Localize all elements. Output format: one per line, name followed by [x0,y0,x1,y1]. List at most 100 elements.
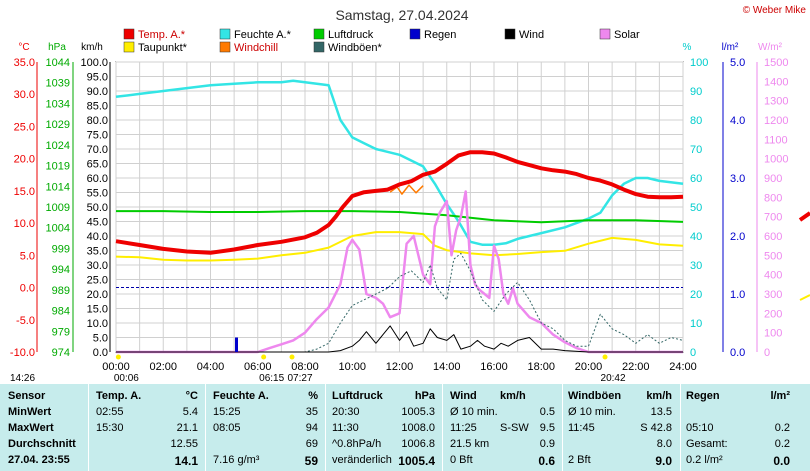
tick-temp: 0.0 [20,283,35,295]
cell-temp-time: 15:30 [96,422,124,434]
chart-grid: 00:00 02:00 04:00 06:00 08:00 10:00 12:00 14:00… [102,61,697,373]
tick-temp: 20.0 [14,154,35,166]
sun-marker [289,354,295,360]
tick-speed: 100.0 [80,57,108,69]
cell-press-time: Luftdruck [332,390,383,402]
tick-temp: -10.0 [10,347,35,359]
x-tick-label: 14:00 [433,361,461,373]
series-windb-en [116,252,684,353]
cell-gust-time: Ø 10 min. [568,406,616,418]
tick-temp: 30.0 [14,89,35,101]
tick-speed: 70.0 [87,144,108,156]
x-tick-label: 10:00 [338,361,366,373]
cell-hum-time: 15:25 [213,406,241,418]
axis-label-press: hPa [48,42,66,53]
chart-legend: Temp. A.* Feuchte A.* Luftdruck Regen Wind So… [123,28,640,54]
tick-speed: 40.0 [87,231,108,243]
cell-press-value: 1006.8 [401,438,435,450]
legend-swatch-rain [409,28,421,40]
tick-speed: 65.0 [87,159,108,171]
cell-gust-time: Windböen [568,390,622,402]
sun-time-label: 20:42 [601,373,626,384]
cell-hum-value: 94 [305,422,318,434]
tick-solar: 800 [764,192,782,204]
tick-solar: 1100 [764,134,788,146]
tick-press: 989 [52,285,70,297]
x-tick-label: 06:00 [244,361,272,373]
legend-swatch-pressure [313,28,325,40]
tick-solar: 300 [764,289,782,301]
tick-temp: 35.0 [14,57,35,69]
tick-rain: 2.0 [730,231,745,243]
sun-marker [261,354,267,360]
tick-press: 1034 [46,98,70,110]
cell-rain-value: l/m² [770,390,790,402]
cell-rain-time: 0.2 l/m² [686,454,723,466]
tick-temp: 25.0 [14,121,35,133]
tick-solar: 1400 [764,76,788,88]
legend-label-windchill: Windchill [234,42,278,54]
table-row-label: 27.04. 23:55 [8,454,70,466]
legend-swatch-humidity [219,28,231,40]
cell-press-time: 11:30 [332,422,359,434]
cell-gust-time: 2 Bft [568,454,591,466]
tick-hum: 20 [690,289,702,301]
tick-speed: 60.0 [87,173,108,185]
tick-press: 1004 [46,223,70,235]
x-tick-label: 18:00 [527,361,555,373]
cell-hum-value: 69 [305,438,318,450]
cell-wind-value: 0.9 [539,438,555,450]
tick-hum: 30 [690,260,702,272]
tick-hum: 40 [690,231,702,243]
tick-press: 1009 [46,202,70,214]
tick-speed: 80.0 [87,115,108,127]
tick-hum: 60 [690,173,702,185]
summary-table: Sensor Temp. A. °C Feuchte A.% Luftdruck hPa W… [0,384,810,471]
tick-speed: 20.0 [87,289,108,301]
sun-marker [602,354,608,360]
tick-solar: 1200 [764,115,788,127]
axis-label-temp: °C [18,42,29,53]
tick-press: 1024 [46,140,70,152]
tick-hum: 90 [690,86,702,98]
tick-speed: 45.0 [87,217,108,229]
x-tick-label: 22:00 [622,361,650,373]
table-separator [205,384,206,471]
cell-hum-time: Feuchte A. [213,390,269,402]
chart-series [115,79,684,354]
tick-speed: 30.0 [87,260,108,272]
cell-wind-time: 21.5 km [450,438,490,450]
cell-gust-value: km/h [646,390,672,402]
cell-temp-value: 14.1 [174,454,198,468]
tick-solar: 600 [764,231,782,243]
cell-rain-time: 05:10 [686,422,714,434]
series-temp-a [115,150,684,255]
sun-marker [115,354,121,360]
legend-swatch-solar [599,28,611,40]
tick-press: 994 [52,264,70,276]
sun-time-label: 00:06 [114,373,139,384]
table-row-label: Durchschnitt [8,438,76,450]
copyright: © Weber Mike [743,5,807,16]
series-feuchte-a [115,79,684,246]
tick-temp: -5.0 [16,315,35,327]
cell-press-time: ^0.8hPa/h [332,438,382,450]
tick-speed: 50.0 [87,202,108,214]
tick-speed: 10.0 [87,318,108,330]
tick-solar: 100 [764,328,782,340]
tick-solar: 400 [764,270,782,282]
tick-solar: 200 [764,308,782,320]
cell-hum-time: 7.16 g/m³ [213,454,260,466]
table-row-label: Sensor [8,390,46,402]
tick-press: 974 [52,347,70,359]
cell-press-value: 1008.0 [401,422,435,434]
cell-wind-dir: S-SW [500,422,529,434]
legend-swatch-windchill [219,41,231,53]
tick-speed: 75.0 [87,130,108,142]
legend-swatch-temp [123,28,135,40]
series-solar [116,190,683,354]
x-tick-label: 04:00 [197,361,225,373]
next-day-temp-fragment [798,211,810,222]
tick-speed: 95.0 [87,72,108,84]
cell-gust-time: 11:45 [568,422,595,434]
